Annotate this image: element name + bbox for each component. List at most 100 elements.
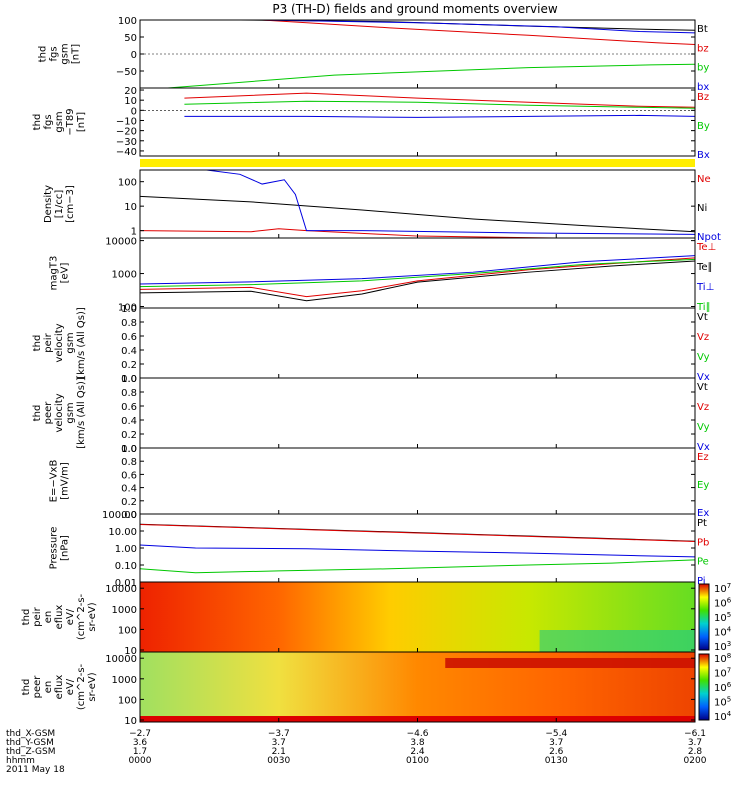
legend-Ti∥: Ti∥	[696, 302, 711, 313]
y-axis-label: thd	[32, 335, 43, 352]
legend-bz: bz	[697, 43, 709, 54]
x-tick-label-Z: 2.1	[272, 747, 286, 757]
legend-Vx: Vx	[697, 442, 710, 453]
y-axis-label: (cm^2-s-	[76, 593, 87, 640]
x-tick-label-Y: 3.7	[549, 738, 563, 748]
x-tick-label-X: −2.7	[129, 729, 151, 739]
high-energy-band	[445, 658, 695, 668]
axis-row-label: thd_X-GSM	[6, 729, 55, 739]
legend-Vx: Vx	[697, 372, 710, 383]
series-Npot	[206, 169, 696, 235]
y-tick-label: 0.10	[115, 561, 137, 572]
x-tick-label-Z: 2.4	[410, 747, 425, 757]
y-tick-label: 10000	[105, 654, 137, 665]
series-bz	[262, 19, 696, 45]
axis-row-label: thd_Y-GSM	[6, 738, 54, 748]
y-tick-label: 10	[124, 716, 137, 727]
legend-Vt: Vt	[697, 382, 708, 393]
y-axis-label: [nT]	[71, 44, 82, 64]
series-Bz	[184, 92, 696, 108]
y-tick-label: 1.0	[121, 444, 137, 455]
y-axis-label: eflux	[54, 675, 65, 700]
y-tick-label: −10	[116, 116, 137, 127]
axis-row-label: hhmm	[6, 756, 35, 766]
y-tick-label: −40	[116, 147, 137, 158]
legend-Pt: Pt	[697, 518, 707, 529]
series-Pe	[139, 559, 696, 574]
y-tick-label: 1000	[112, 675, 137, 686]
y-tick-label: 0	[131, 106, 137, 117]
series-Pb	[139, 524, 696, 543]
y-axis-label: thd	[21, 679, 32, 696]
y-axis-label: thd	[32, 405, 43, 422]
legend-Ni: Ni	[697, 203, 707, 214]
y-axis-label: Density	[43, 185, 54, 223]
y-axis-label: [km/s (All Qs)]	[76, 377, 87, 449]
colorbar	[698, 653, 710, 721]
y-axis-label: Pressure	[49, 527, 60, 570]
series-Bt	[239, 19, 696, 31]
panel-fgs_gsm: Bt bz by bx 100 50 0 −50 thd fgs gsm [nT]	[38, 16, 710, 93]
y-axis-label: peir	[32, 606, 43, 626]
x-tick-label-X: −5.4	[545, 729, 567, 739]
y-tick-label: 0.2	[121, 430, 137, 441]
y-tick-label: 0.2	[121, 497, 137, 508]
y-tick-label: −50	[116, 67, 137, 78]
y-tick-label: 0.01	[115, 578, 137, 589]
y-axis-label: gsm	[65, 332, 76, 353]
y-tick-label: 1.0	[121, 304, 137, 315]
panel-frame	[139, 307, 696, 379]
legend-Ex: Ex	[697, 508, 709, 519]
y-axis-label: peer	[43, 401, 54, 425]
y-axis-label: velocity	[54, 323, 65, 362]
panel-frame	[139, 377, 696, 449]
series-Ti∥	[139, 258, 696, 288]
y-tick-label: 100	[118, 178, 137, 189]
series-bx	[262, 19, 696, 34]
y-axis-label: gsm	[54, 111, 65, 132]
y-tick-label: 1	[131, 227, 137, 238]
y-tick-label: 0.8	[121, 318, 137, 329]
y-axis-label: [km/s (All Qs)]	[76, 307, 87, 379]
panel-density: Ne Ni Npot 100 10 1 Density [1/cc] [cm−3]	[43, 169, 721, 243]
y-tick-label: 10	[124, 96, 137, 107]
y-tick-label: −20	[116, 127, 137, 138]
low-energy-region	[539, 630, 695, 652]
colorbar-tick-label: 105	[714, 696, 731, 709]
y-tick-label: 10	[124, 202, 137, 213]
panel-frame	[139, 237, 696, 309]
legend-Vz: Vz	[697, 402, 709, 413]
y-tick-label: 0.2	[121, 360, 137, 371]
y-axis-label: magT3	[49, 256, 60, 291]
panel-pressure: Pt Pb Pe Pi 100.00 10.00 1.00 0.10 0.01 Pressure[…	[49, 510, 710, 589]
legend-bx: bx	[697, 82, 709, 93]
legend-Ez: Ez	[697, 452, 709, 463]
series-By	[184, 100, 696, 109]
y-axis-label: −T89	[65, 108, 76, 135]
legend-Pb: Pb	[697, 537, 709, 548]
legend-Te⊥: Te⊥	[696, 242, 716, 253]
y-axis-label: [nT]	[76, 112, 87, 132]
x-tick-label-hhmm: 0030	[267, 756, 290, 766]
legend-Vt: Vt	[697, 312, 708, 323]
y-axis-label: fgs	[49, 46, 60, 61]
y-axis-label: eflux	[54, 605, 65, 630]
y-tick-label: 1000	[112, 270, 137, 281]
legend-Bz: Bz	[697, 92, 709, 103]
y-tick-label: −30	[116, 137, 137, 148]
x-tick-label-X: −6.1	[684, 729, 706, 739]
series-Ti⊥	[139, 255, 696, 285]
panel-temperature: Te⊥ Te∥ Ti⊥ Ti∥ 10000 1000 100 magT3 [eV]	[49, 237, 717, 314]
x-tick-label-Y: 3.7	[688, 738, 702, 748]
panel-peir_velocity: Vt Vz Vy Vx 1.0 0.8 0.6 0.4 0.2 0.0 thd peir velocit…	[32, 304, 710, 385]
x-tick-label-Z: 1.7	[133, 747, 147, 757]
x-tick-label-Z: 2.6	[549, 747, 564, 757]
y-tick-label: 100	[118, 302, 137, 313]
x-tick-label-X: −4.6	[407, 729, 429, 739]
panel-peer_velocity: Vt Vz Vy Vx 1.0 0.8 0.6 0.4 0.2 0.0 thd peer velocit…	[32, 374, 710, 455]
y-axis-label: gsm	[60, 43, 71, 64]
y-tick-label: 100	[118, 625, 137, 636]
x-tick-label-Y: 3.8	[410, 738, 425, 748]
